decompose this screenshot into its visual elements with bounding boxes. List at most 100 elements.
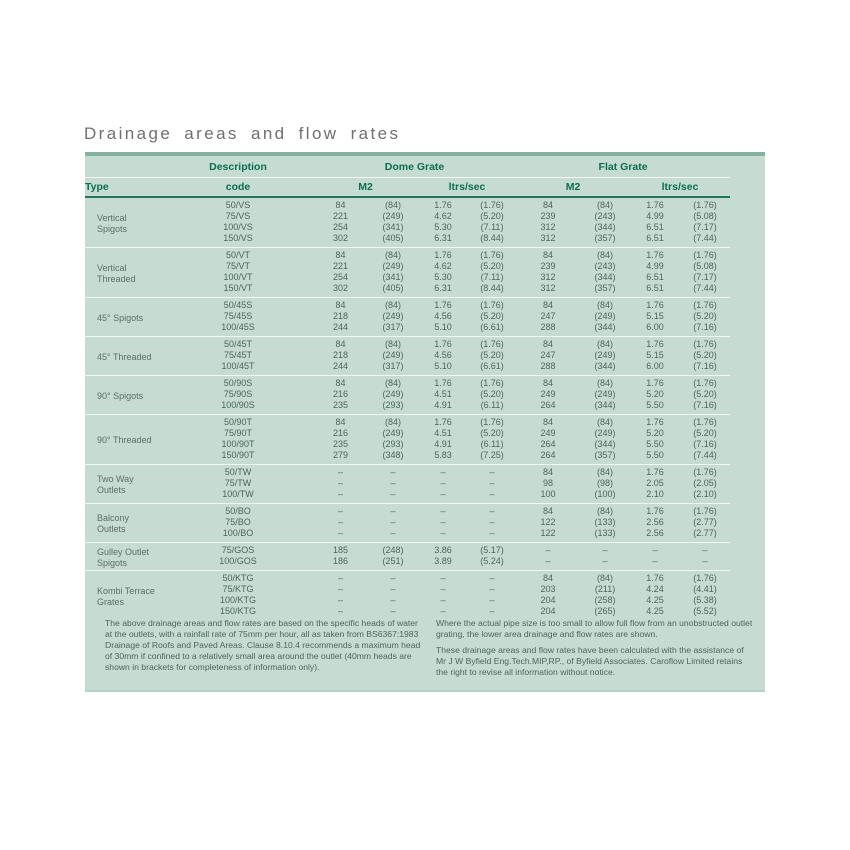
value-cell: 2.10 xyxy=(646,489,664,499)
value-cell: 4.56 xyxy=(434,311,452,321)
value-cell: (7.44) xyxy=(693,283,717,293)
value-cell: (258) xyxy=(594,595,616,605)
value-cell: – xyxy=(440,478,446,488)
value-cell: (317) xyxy=(382,361,404,371)
row-group-label: 90° Threaded xyxy=(97,435,152,445)
value-cell: (1.76) xyxy=(480,339,504,349)
code-cell: 100/45S xyxy=(221,322,255,332)
value-cell: (249) xyxy=(594,311,616,321)
value-cell: – xyxy=(390,528,396,538)
value-cell: 204 xyxy=(540,606,556,616)
value-cell: 254 xyxy=(332,272,349,282)
value-cell: 279 xyxy=(332,450,349,460)
code-cell: 50/VT xyxy=(225,250,250,260)
value-cell: (7.16) xyxy=(693,361,717,371)
table-row: 100/VT 254 (341) 5.30 (7.11) 312 (344) 6.51 (7.1… xyxy=(85,272,730,283)
value-cell: (2.10) xyxy=(693,489,717,499)
code-cell: 50/45S xyxy=(223,300,253,310)
value-cell: 84 xyxy=(543,506,554,516)
value-cell: 5.50 xyxy=(646,450,664,460)
value-cell: (6.11) xyxy=(480,400,504,410)
value-cell: – xyxy=(390,467,396,477)
code-cell: 100/VS xyxy=(223,222,253,232)
value-cell: 4.91 xyxy=(434,439,452,449)
value-cell: (251) xyxy=(382,556,404,566)
value-cell: (357) xyxy=(594,450,616,460)
value-cell: 4.51 xyxy=(434,389,452,399)
value-cell: 1.76 xyxy=(646,378,664,388)
footnotes: The above drainage areas and flow rates … xyxy=(105,618,752,683)
value-cell: – xyxy=(390,517,396,527)
value-cell: – xyxy=(337,489,343,499)
table-row: Vertical Spigots 50/VS 84 (84) 1.76 (1.76) 84 (8… xyxy=(85,197,730,234)
value-cell: (84) xyxy=(384,200,401,210)
value-cell: – xyxy=(489,528,495,538)
value-cell: (5.08) xyxy=(693,261,717,271)
value-cell: 84 xyxy=(543,250,554,260)
code-cell: 75/45S xyxy=(223,311,253,321)
value-cell: (133) xyxy=(594,517,616,527)
value-cell: 5.10 xyxy=(434,361,452,371)
value-cell: 4.99 xyxy=(646,211,664,221)
table-row: 45° Threaded 50/45T 84 (84) 1.76 (1.76) 84 (84)… xyxy=(85,337,730,362)
value-cell: – xyxy=(390,573,396,583)
value-cell: (7.16) xyxy=(693,322,717,332)
value-cell: (1.76) xyxy=(480,250,504,260)
value-cell: 1.76 xyxy=(646,200,664,210)
value-cell: (1.76) xyxy=(693,417,717,427)
value-cell: (1.76) xyxy=(693,300,717,310)
value-cell: – xyxy=(489,489,495,499)
value-cell: 221 xyxy=(332,261,349,271)
value-cell: 84 xyxy=(335,300,346,310)
row-group-label: Vertical Threaded xyxy=(97,262,136,284)
value-cell: 5.15 xyxy=(646,311,664,321)
value-cell: (211) xyxy=(594,584,616,594)
value-cell: (84) xyxy=(384,417,401,427)
code-cell: 150/VS xyxy=(223,233,253,243)
col-header-dome-m2: M2 xyxy=(313,177,418,198)
value-cell: (84) xyxy=(597,250,614,260)
value-cell: (5.20) xyxy=(693,311,717,321)
value-cell: 84 xyxy=(543,467,554,477)
value-cell: 4.25 xyxy=(646,595,664,605)
value-cell: 312 xyxy=(540,233,556,243)
col-header-dome-grate: Dome Grate xyxy=(313,156,517,178)
value-cell: (249) xyxy=(382,389,404,399)
row-group-label: Kombi Terrace Grates xyxy=(97,585,155,607)
table-row: 150/KTG – – – – 204 (265) 4.25 (5.52) xyxy=(85,606,730,620)
row-group: 90° Spigots 50/90S 84 (84) 1.76 (1.76) 84 (84) 1… xyxy=(85,375,731,415)
value-cell: (5.20) xyxy=(480,350,504,360)
value-cell: – xyxy=(602,545,608,555)
value-cell: 6.51 xyxy=(646,222,664,232)
value-cell: (84) xyxy=(384,250,401,260)
value-cell: 247 xyxy=(540,311,556,321)
code-cell: 150/90T xyxy=(221,450,255,460)
value-cell: (84) xyxy=(597,378,614,388)
value-cell: (84) xyxy=(597,339,614,349)
value-cell: 5.30 xyxy=(434,222,452,232)
value-cell: 302 xyxy=(332,283,349,293)
value-cell: (1.76) xyxy=(693,467,717,477)
header-spacer xyxy=(85,156,163,178)
value-cell: (84) xyxy=(597,200,614,210)
value-cell: 247 xyxy=(540,350,556,360)
value-cell: (7.25) xyxy=(480,450,504,460)
value-cell: (293) xyxy=(382,439,404,449)
value-cell: 84 xyxy=(543,417,554,427)
value-cell: 244 xyxy=(332,361,349,371)
table-row: 100/90T 235 (293) 4.91 (6.11) 264 (344) 5.50 (7.… xyxy=(85,439,730,450)
table-row: 150/90T 279 (348) 5.83 (7.25) 264 (357) 5.50 (7.… xyxy=(85,450,730,465)
value-cell: 216 xyxy=(332,389,349,399)
value-cell: 1.76 xyxy=(646,573,664,583)
row-group-label: Vertical Spigots xyxy=(97,212,128,234)
value-cell: (248) xyxy=(382,545,404,555)
value-cell: 288 xyxy=(540,361,556,371)
value-cell: – xyxy=(337,573,343,583)
value-cell: (4.41) xyxy=(693,584,717,594)
value-cell: – xyxy=(545,556,551,566)
value-cell: 1.76 xyxy=(434,200,452,210)
value-cell: 4.24 xyxy=(646,584,664,594)
table-row: 100/45S 244 (317) 5.10 (6.61) 288 (344) 6.00 (7.… xyxy=(85,322,730,337)
value-cell: (5.20) xyxy=(693,389,717,399)
value-cell: 6.31 xyxy=(434,233,452,243)
